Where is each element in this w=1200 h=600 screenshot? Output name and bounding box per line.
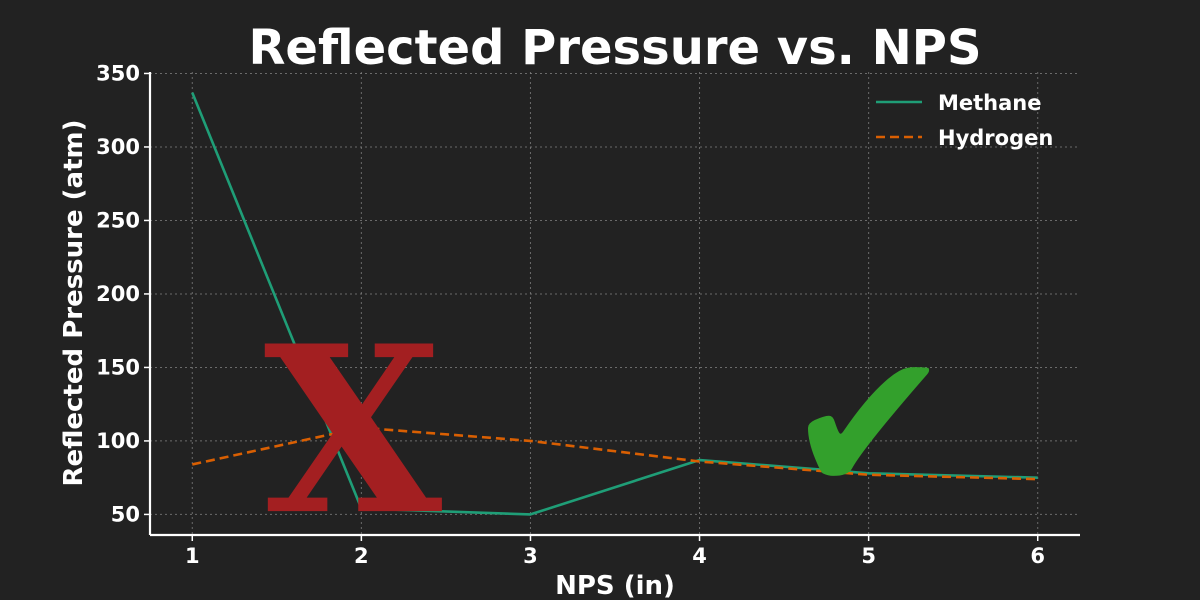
y-tick-label: 350 xyxy=(96,61,140,85)
legend-label: Methane xyxy=(938,91,1042,115)
x-tick-label: 2 xyxy=(354,544,369,568)
axes xyxy=(148,72,1080,537)
plot-area xyxy=(191,92,1038,516)
y-tick-label: 200 xyxy=(96,282,140,306)
y-axis-label: Reflected Pressure (atm) xyxy=(59,119,89,486)
check-mark-icon: ✔ xyxy=(785,308,953,541)
x-tick-label: 5 xyxy=(861,544,876,568)
x-tick-label: 1 xyxy=(185,544,200,568)
series-line-hydrogen xyxy=(191,426,1038,481)
legend-item-hydrogen: Hydrogen xyxy=(876,126,1053,150)
y-tick-label: 50 xyxy=(111,502,140,526)
legend-label: Hydrogen xyxy=(938,126,1053,150)
x-tick-label: 6 xyxy=(1030,544,1045,568)
y-tick-label: 300 xyxy=(96,135,140,159)
legend-item-methane: Methane xyxy=(876,91,1042,115)
y-tick-label: 150 xyxy=(96,355,140,379)
chart-title: Reflected Pressure vs. NPS xyxy=(248,20,981,76)
ticks: 1 2 3 4 5 6 50 100 150 200 250 300 350 xyxy=(96,61,1045,568)
x-tick-label: 4 xyxy=(692,544,707,568)
y-tick-label: 250 xyxy=(96,208,140,232)
cross-mark-icon: X xyxy=(264,296,443,566)
series-line-methane xyxy=(191,92,1038,516)
x-tick-label: 3 xyxy=(523,544,538,568)
x-axis-label: NPS (in) xyxy=(555,571,675,600)
legend: Methane Hydrogen xyxy=(876,91,1053,150)
annotations: X ✔ xyxy=(264,296,953,566)
y-tick-label: 100 xyxy=(96,429,140,453)
